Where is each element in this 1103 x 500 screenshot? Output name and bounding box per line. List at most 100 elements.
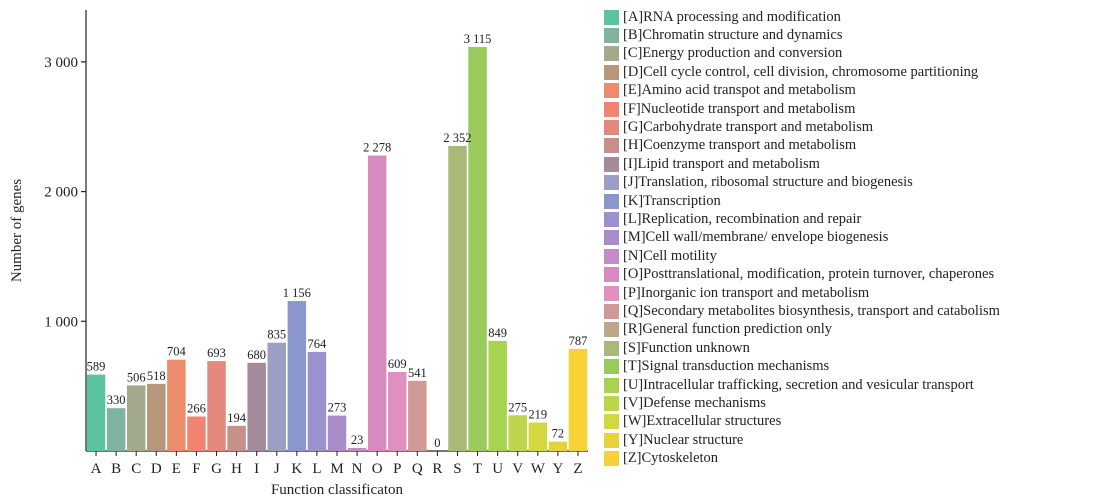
legend-swatch [604, 322, 619, 338]
legend-swatch [604, 414, 619, 430]
bar-F [187, 416, 206, 451]
legend-item-U: [U]Intracellular trafficking, secretion … [604, 376, 1100, 394]
legend-item-K: [K]Transcription [604, 192, 1100, 210]
x-tick-label-H: H [231, 461, 242, 477]
legend-swatch [604, 359, 619, 375]
x-tick-label-L: L [312, 461, 321, 477]
value-label-L: 764 [308, 337, 328, 351]
bar-S [448, 145, 467, 451]
legend-label: [V]Defense mechanisms [623, 394, 766, 411]
legend-label: [E]Amino acid transpot and metabolism [623, 82, 856, 99]
value-label-E: 704 [167, 345, 187, 359]
legend-swatch [604, 193, 619, 209]
legend-swatch [604, 156, 619, 172]
legend-label: [J]Translation, ribosomal structure and … [623, 174, 913, 191]
legend-item-G: [G]Carbohydrate transport and metabolism [604, 118, 1100, 136]
legend-item-S: [S]Function unknown [604, 339, 1100, 357]
value-label-O: 2 278 [363, 141, 391, 155]
legend-label: [U]Intracellular trafficking, secretion … [623, 376, 974, 393]
value-label-M: 273 [328, 401, 347, 415]
legend-label: [G]Carbohydrate transport and metabolism [623, 119, 874, 136]
legend: [A]RNA processing and modification [B]Chr… [604, 8, 1100, 468]
legend-swatch [604, 101, 619, 117]
value-label-R: 0 [434, 436, 440, 450]
value-label-J: 835 [267, 328, 286, 342]
legend-swatch [604, 451, 619, 467]
legend-item-N: [N]Cell motility [604, 247, 1100, 265]
legend-item-A: [A]RNA processing and modification [604, 8, 1100, 26]
legend-swatch [604, 432, 619, 448]
bar-L [307, 351, 327, 451]
legend-label: [K]Transcription [623, 192, 721, 209]
legend-label: [Z]Cytoskeleton [623, 450, 719, 467]
x-tick-label-B: B [111, 461, 121, 477]
y-tick-label: 3 000 [44, 55, 78, 71]
legend-item-Y: [Y]Nuclear structure [604, 431, 1100, 449]
bar-A [86, 374, 106, 451]
value-label-K: 1 156 [283, 286, 311, 300]
legend-swatch [604, 230, 619, 246]
bar-I [247, 362, 266, 451]
legend-swatch [604, 377, 619, 393]
x-tick-label-R: R [432, 461, 442, 477]
legend-item-C: [C]Energy production and conversion [604, 45, 1100, 63]
legend-swatch [604, 9, 619, 25]
legend-label: [H]Coenzyme transport and metabolism [623, 137, 857, 154]
legend-item-L: [L]Replication, recombination and repair [604, 210, 1100, 228]
x-tick-label-V: V [512, 461, 523, 477]
legend-item-Q: [Q]Secondary metabolites biosynthesis, t… [604, 302, 1100, 320]
value-label-F: 266 [187, 401, 206, 415]
x-tick-label-K: K [291, 461, 302, 477]
legend-swatch [604, 46, 619, 62]
bar-O [367, 155, 387, 451]
y-tick-label: 1 000 [44, 314, 78, 330]
y-axis-title: Number of genes [9, 179, 25, 282]
legend-item-R: [R]General function prediction only [604, 321, 1100, 339]
x-tick-label-Z: Z [573, 461, 582, 477]
value-label-H: 194 [227, 411, 247, 425]
bar-D [147, 383, 166, 451]
legend-swatch [604, 83, 619, 99]
x-tick-label-S: S [453, 461, 461, 477]
x-tick-label-N: N [352, 461, 363, 477]
legend-swatch [604, 395, 619, 411]
bar-P [388, 372, 407, 451]
x-tick-label-C: C [131, 461, 141, 477]
value-label-A: 589 [87, 360, 106, 374]
x-tick-label-O: O [372, 461, 383, 477]
bar-B [106, 408, 126, 451]
legend-label: [M]Cell wall/membrane/ envelope biogenes… [623, 229, 889, 246]
legend-item-Z: [Z]Cytoskeleton [604, 449, 1100, 467]
bars [86, 46, 588, 451]
legend-label: [P]Inorganic ion transport and metabolis… [623, 284, 870, 301]
value-label-C: 506 [127, 370, 146, 384]
value-label-T: 3 115 [464, 32, 492, 46]
legend-label: [S]Function unknown [623, 339, 750, 356]
legend-label: [Y]Nuclear structure [623, 431, 744, 448]
legend-item-F: [F]Nucleotide transport and metabolism [604, 100, 1100, 118]
x-tick-label-Q: Q [412, 461, 423, 477]
x-axis-title: Function classificaton [271, 482, 404, 498]
value-label-D: 518 [147, 369, 166, 383]
legend-label: [R]General function prediction only [623, 321, 832, 338]
legend-label: [O]Posttranslational, modification, prot… [623, 266, 995, 283]
value-label-I: 680 [247, 348, 266, 362]
bar-Z [568, 348, 588, 451]
bar-Q [408, 380, 427, 451]
value-label-P: 609 [388, 357, 407, 371]
y-tick-label: 2 000 [44, 185, 78, 201]
bar-M [327, 415, 347, 451]
legend-swatch [604, 267, 619, 283]
x-tick-label-I: I [254, 461, 259, 477]
value-label-U: 849 [488, 326, 507, 340]
legend-label: [F]Nucleotide transport and metabolism [623, 100, 856, 117]
legend-swatch [604, 211, 619, 227]
legend-label: [W]Extracellular structures [623, 413, 782, 430]
legend-swatch [604, 285, 619, 301]
x-tick-label-Y: Y [552, 461, 563, 477]
bar-H [227, 425, 246, 451]
x-tick-label-W: W [531, 461, 546, 477]
x-tick-label-U: U [492, 461, 503, 477]
